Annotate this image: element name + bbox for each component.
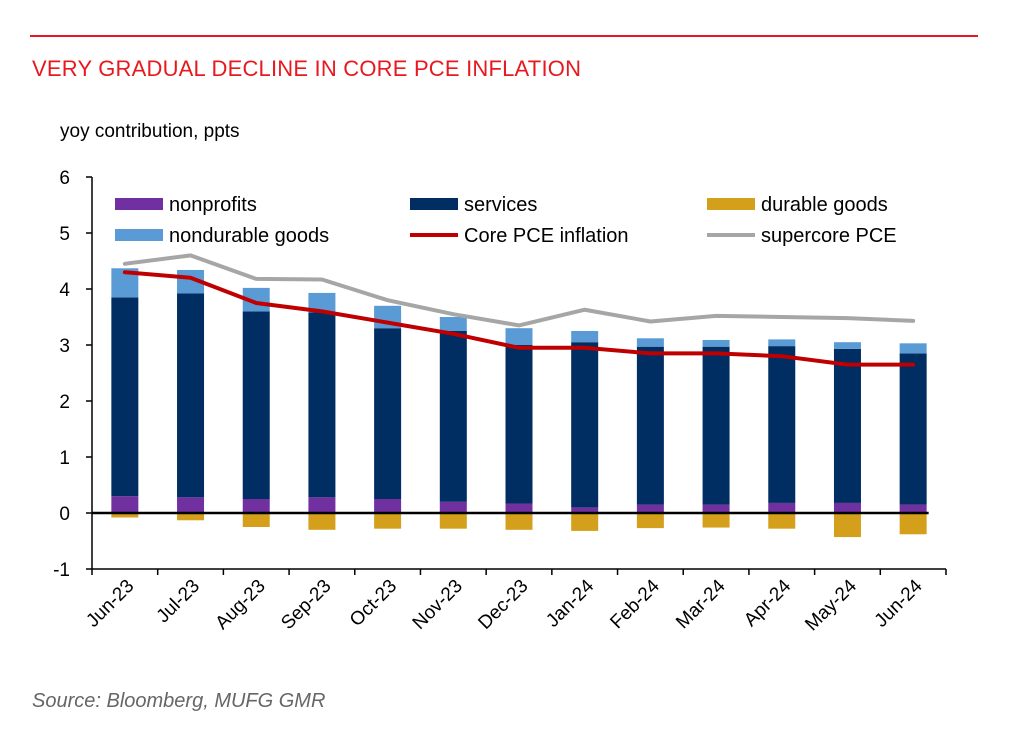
bar-nondurable-goods-Nov-23	[439, 317, 467, 331]
bar-nonprofits-Aug-23	[242, 499, 270, 513]
y-tick-label: 5	[59, 224, 70, 245]
y-tick-label: 2	[59, 392, 70, 413]
x-tick-label: Oct-23	[346, 576, 401, 631]
bar-nonprofits-Sep-23	[308, 497, 336, 513]
y-tick-label: 4	[59, 280, 70, 301]
bar-durable-goods-Aug-23	[242, 513, 270, 527]
y-tick-label: 6	[59, 168, 70, 189]
x-tick-label: May-24	[801, 575, 861, 635]
bar-nondurable-goods-Apr-24	[768, 339, 796, 347]
bar-durable-goods-Jun-23	[111, 513, 139, 518]
legend-label-supercore-PCE: supercore PCE	[761, 225, 897, 247]
bar-services-Apr-24	[768, 346, 796, 503]
y-tick-label: 0	[59, 504, 70, 525]
bar-durable-goods-Jun-24	[899, 513, 927, 535]
bar-services-May-24	[833, 348, 861, 503]
bar-services-Aug-23	[242, 311, 270, 499]
bar-nonprofits-Jun-23	[111, 496, 139, 513]
x-tick-label: Mar-24	[672, 575, 730, 633]
x-tick-label: Dec-23	[474, 576, 532, 634]
y-tick-label: -1	[53, 560, 70, 581]
bar-durable-goods-Jul-23	[177, 513, 205, 521]
bar-nonprofits-Oct-23	[374, 499, 402, 513]
x-tick-label: Jan-24	[542, 575, 598, 631]
bar-services-Dec-23	[505, 345, 533, 504]
legend-label-nondurable-goods: nondurable goods	[169, 225, 329, 247]
bar-nondurable-goods-Mar-24	[702, 339, 730, 347]
legend-swatch-nonprofits	[115, 198, 163, 210]
line-Core-PCE-inflation	[122, 270, 916, 367]
bar-durable-goods-Oct-23	[374, 513, 402, 529]
bar-nondurable-goods-May-24	[833, 342, 861, 349]
legend-swatch-durable-goods	[707, 198, 755, 210]
legend-label-services: services	[464, 194, 537, 216]
x-tick-label: Nov-23	[409, 576, 467, 634]
bar-nondurable-goods-Feb-24	[636, 338, 664, 347]
x-tick-label: Sep-23	[277, 576, 335, 634]
bar-durable-goods-Apr-24	[768, 513, 796, 529]
bar-services-Jun-23	[111, 297, 139, 497]
bar-services-Mar-24	[702, 346, 730, 505]
bar-services-Feb-24	[636, 346, 664, 505]
bar-nondurable-goods-Dec-23	[505, 328, 533, 345]
x-tick-label: Jun-24	[871, 575, 927, 631]
legend-swatch-nondurable-goods	[115, 229, 163, 241]
bar-nonprofits-Mar-24	[702, 504, 730, 513]
x-tick-label: Aug-23	[212, 576, 270, 634]
bar-durable-goods-Dec-23	[505, 513, 533, 530]
legend: nonprofits services durable goods nondurabl…	[115, 194, 897, 247]
bar-services-Jun-24	[899, 353, 927, 505]
bar-durable-goods-Nov-23	[439, 513, 467, 529]
bar-durable-goods-Feb-24	[636, 513, 664, 529]
bar-nonprofits-May-24	[833, 502, 861, 513]
source-note: Source: Bloomberg, MUFG GMR	[32, 690, 326, 712]
line-supercore-PCE	[122, 253, 916, 328]
chart-title: VERY GRADUAL DECLINE IN CORE PCE INFLATI…	[32, 56, 582, 81]
title-rule	[30, 35, 978, 37]
line-layer	[122, 253, 916, 367]
bar-nonprofits-Nov-23	[439, 501, 467, 513]
bar-nondurable-goods-Jan-24	[571, 331, 599, 343]
bar-services-Nov-23	[439, 331, 467, 502]
legend-label-Core-PCE-inflation: Core PCE inflation	[464, 225, 629, 247]
bar-durable-goods-Sep-23	[308, 513, 336, 530]
x-tick-label: Apr-24	[740, 575, 795, 630]
bar-nonprofits-Jun-24	[899, 504, 927, 513]
bar-durable-goods-Mar-24	[702, 513, 730, 528]
bar-nondurable-goods-Jun-24	[899, 343, 927, 354]
bar-nondurable-goods-Sep-23	[308, 292, 336, 313]
legend-label-durable-goods: durable goods	[761, 194, 888, 216]
bar-layer	[111, 268, 927, 538]
legend-swatch-services	[410, 198, 458, 210]
bar-services-Oct-23	[374, 328, 402, 499]
y-axis-label: yoy contribution, ppts	[60, 121, 240, 142]
legend-label-nonprofits: nonprofits	[169, 194, 257, 216]
x-tick-label: Jul-23	[153, 576, 204, 627]
y-tick-label: 3	[59, 336, 70, 357]
bar-nonprofits-Apr-24	[768, 502, 796, 513]
x-tick-label: Jun-23	[82, 576, 138, 632]
bar-nonprofits-Jan-24	[571, 507, 599, 513]
bar-durable-goods-Jan-24	[571, 513, 599, 531]
bar-services-Jul-23	[177, 293, 205, 498]
bar-services-Jan-24	[571, 342, 599, 508]
bar-durable-goods-May-24	[833, 513, 861, 538]
bar-services-Sep-23	[308, 312, 336, 498]
x-tick-label: Feb-24	[607, 575, 665, 633]
y-tick-label: 1	[59, 448, 70, 469]
bar-nonprofits-Jul-23	[177, 497, 205, 513]
bar-nonprofits-Dec-23	[505, 503, 533, 513]
bar-nonprofits-Feb-24	[636, 504, 664, 513]
